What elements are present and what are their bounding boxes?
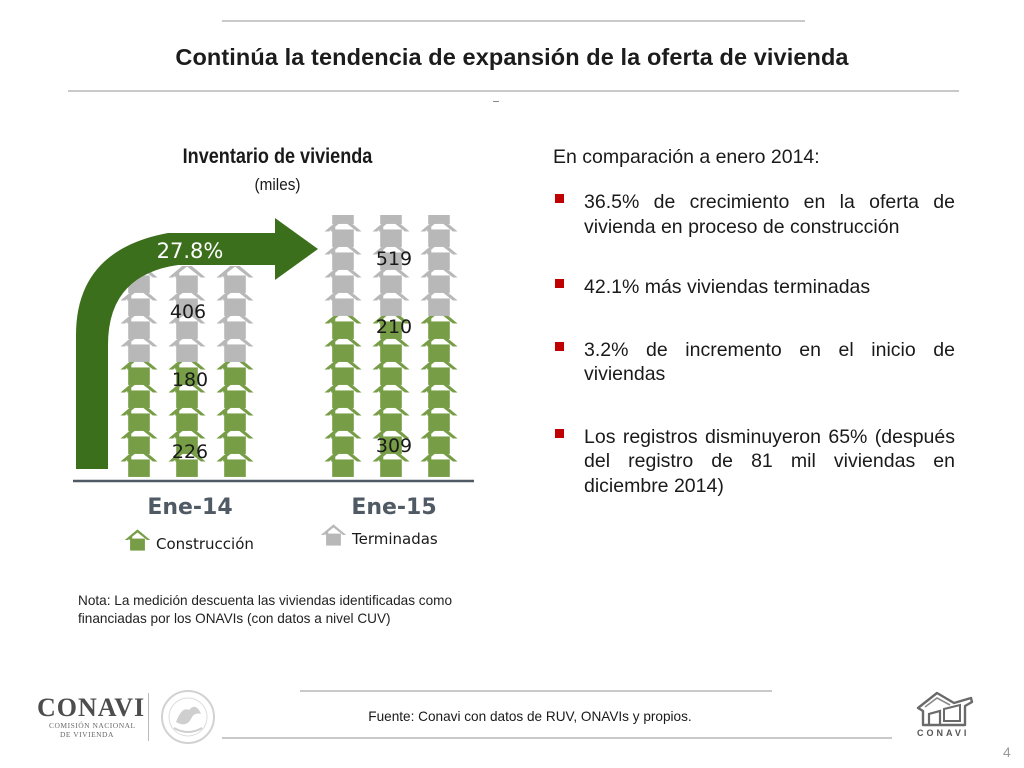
comparison-bullet: 3.2% de incremento en el inicio de vivie… xyxy=(553,338,955,387)
chart-title: Inventario de vivienda xyxy=(182,145,373,168)
terminadas-label-ene-15: 210 xyxy=(376,316,412,338)
bullet-square-icon xyxy=(555,341,564,351)
conavi-logo-subtitle: COMISIÓN NACIONAL xyxy=(49,721,136,730)
comparison-bullet: 36.5% de crecimiento en la oferta de viv… xyxy=(553,190,955,239)
terminadas-house-mark xyxy=(420,215,458,224)
construccion-label-ene-14: 226 xyxy=(172,441,208,463)
top-rule xyxy=(222,20,805,22)
growth-label: 27.8% xyxy=(157,239,224,263)
terminadas-house-mark xyxy=(216,262,254,293)
methodology-note: Nota: La medición descuenta las vivienda… xyxy=(78,593,453,626)
comparison-panel: En comparación a enero 2014: 36.5% de cr… xyxy=(553,146,955,498)
bullet-square-icon xyxy=(555,279,564,288)
title-dash xyxy=(493,101,499,102)
government-seal-icon xyxy=(161,690,215,744)
conavi-right-logo-text: CONAVI xyxy=(917,728,970,738)
comparison-bullet: 42.1% más viviendas terminadas xyxy=(553,275,955,300)
total-label-ene-15: 519 xyxy=(376,248,412,270)
logo-separator xyxy=(148,693,149,741)
bullet-square-icon xyxy=(555,194,564,203)
construccion-label-ene-15: 309 xyxy=(376,435,412,457)
page-number: 4 xyxy=(1003,744,1011,760)
legend-terminadas-label: Terminadas xyxy=(351,530,438,548)
terminadas-label-ene-14: 180 xyxy=(172,369,208,391)
comparison-list: 36.5% de crecimiento en la oferta de viv… xyxy=(553,190,955,498)
category-label-ene-14: Ene-14 xyxy=(147,495,232,520)
terminadas-house-mark xyxy=(168,262,206,293)
conavi-logo-subtitle-2: DE VIVIENDA xyxy=(60,730,114,739)
terminadas-house-mark xyxy=(372,215,410,224)
bullet-square-icon xyxy=(555,428,564,438)
footer-rule-bottom xyxy=(222,737,892,739)
page-title: Continúa la tendencia de expansión de la… xyxy=(175,44,849,70)
comparison-bullet: Los registros disminuyeron 65% (después … xyxy=(553,425,955,499)
inventory-chart: 27.8% Ene-14 Ene-15 406 519 180 210 226 … xyxy=(73,215,474,553)
category-label-ene-15: Ene-15 xyxy=(351,495,436,520)
conavi-logo-text: CONAVI xyxy=(37,693,146,722)
legend-terminadas-icon xyxy=(320,524,347,546)
comparison-intro: En comparación a enero 2014: xyxy=(553,146,820,168)
legend-construccion-label: Construcción xyxy=(156,535,254,553)
chart-subtitle: (miles) xyxy=(254,175,301,194)
footer-rule-top xyxy=(300,690,772,692)
source-note: Fuente: Conavi con datos de RUV, ONAVIs … xyxy=(368,709,692,724)
conavi-house-logo-icon xyxy=(916,691,974,727)
growth-arrow-icon xyxy=(76,218,318,469)
total-label-ene-14: 406 xyxy=(170,301,206,323)
legend-construccion-icon xyxy=(124,529,151,551)
title-underline xyxy=(68,90,959,92)
terminadas-house-mark xyxy=(324,215,362,224)
